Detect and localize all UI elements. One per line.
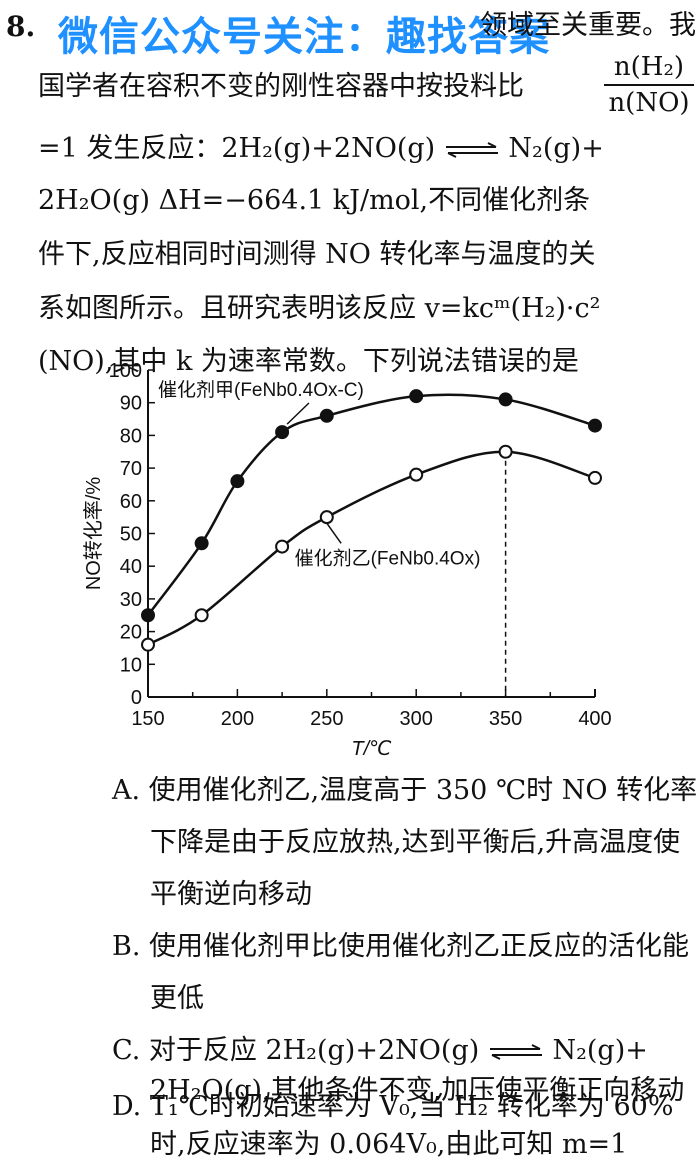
conversion-chart: 0 10 20 30 40 50 60 70 80 90 100 150 200 250 300 350 400…	[70, 355, 630, 765]
ratio-fraction: n(H₂) n(NO)	[604, 52, 694, 118]
equilibrium-arrow-icon	[445, 141, 498, 158]
y-tick-label: 10	[120, 654, 142, 676]
series-label-catalyst-a: 催化剂甲(FeNb0.4Ox-C)	[158, 379, 364, 401]
data-point-catalyst-a	[588, 418, 602, 433]
y-tick-label: 100	[109, 360, 142, 382]
y-tick-label: 50	[120, 524, 142, 546]
option-a-line-1: A. 使用催化剂乙,温度高于 350 ℃时 NO 转化率	[112, 775, 698, 806]
data-point-catalyst-a	[194, 536, 209, 551]
question-line-1-tail: 领域至关重要。我	[480, 10, 696, 41]
y-tick-label: 90	[120, 393, 142, 415]
series-label-leader	[326, 522, 342, 544]
data-point-catalyst-b	[141, 637, 155, 652]
y-tick-label: 20	[120, 622, 142, 644]
data-point-catalyst-b	[498, 444, 513, 459]
x-tick-label: 250	[310, 708, 343, 730]
series-line-catalyst-a	[146, 393, 596, 616]
equation-left: =1 发生反应：2H₂(g)+2NO(g)	[38, 133, 436, 164]
data-point-catalyst-a	[230, 474, 245, 489]
x-axis-label: T/℃	[351, 738, 392, 760]
question-line-6: 系如图所示。且研究表明该反应 v=kcᵐ(H₂)·c²	[38, 293, 601, 324]
option-c-equation-left: C. 对于反应 2H₂(g)+2NO(g)	[112, 1035, 480, 1066]
option-d-line-2: 时,反应速率为 0.064V₀,由此可知 m=1	[150, 1129, 628, 1160]
question-line-3: =1 发生反应：2H₂(g)+2NO(g) N₂(g)+	[38, 135, 604, 162]
watermark-text: 微信公众号关注：趣找答案	[58, 14, 550, 60]
option-c-line-2: 2H₂O(g),其他条件不变,加压使平衡正向移动	[150, 1075, 685, 1106]
data-point-catalyst-b	[409, 467, 424, 482]
question-number: 8.	[6, 10, 36, 43]
y-tick-label: 70	[120, 458, 142, 480]
data-point-catalyst-a	[275, 425, 290, 440]
y-tick-label: 40	[120, 556, 142, 578]
y-tick-label: 80	[120, 425, 142, 447]
question-line-5: 件下,反应相同时间测得 NO 转化率与温度的关	[38, 239, 596, 270]
data-point-catalyst-b	[319, 510, 334, 525]
x-tick-label: 400	[578, 708, 611, 730]
option-c-line-1: C. 对于反应 2H₂(g)+2NO(g) N₂(g)+	[112, 1028, 648, 1067]
fraction-denominator: n(NO)	[608, 88, 690, 118]
x-tick-label: 350	[489, 708, 522, 730]
option-b-line-2: 更低	[150, 983, 204, 1014]
question-line-7: (NO),其中 k 为速率常数。下列说法错误的是	[38, 346, 579, 377]
data-point-catalyst-b	[275, 539, 290, 554]
y-axis-label: NO转化率/%	[82, 477, 105, 591]
y-tick-label: 60	[120, 491, 142, 513]
data-point-catalyst-a	[498, 392, 513, 407]
x-tick-label: 300	[400, 708, 433, 730]
chart-svg: 0 10 20 30 40 50 60 70 80 90 100 150 200 250 300 350 400…	[82, 360, 612, 760]
x-tick-label: 150	[131, 708, 164, 730]
data-point-catalyst-a	[141, 608, 155, 623]
data-point-catalyst-b	[588, 470, 602, 485]
option-d-line-1: D. T₁℃时初始速率为 V₀,当 H₂ 转化率为 60%	[112, 1091, 674, 1122]
option-b-line-1: B. 使用催化剂甲比使用催化剂乙正反应的活化能	[112, 931, 690, 962]
x-tick-label: 200	[221, 708, 254, 730]
option-c-equation-right: N₂(g)+	[552, 1035, 648, 1066]
series-label-leader	[286, 402, 310, 425]
data-point-catalyst-a	[409, 389, 424, 404]
y-tick-label: 30	[120, 589, 142, 611]
equation-right: N₂(g)+	[508, 133, 604, 164]
equilibrium-arrow-icon	[489, 1043, 542, 1060]
series-label-catalyst-b: 催化剂乙(FeNb0.4Ox)	[295, 547, 481, 569]
y-tick-label: 0	[131, 687, 142, 709]
data-point-catalyst-a	[319, 408, 334, 423]
option-a-line-2: 下降是由于反应放热,达到平衡后,升高温度使	[150, 827, 681, 858]
fraction-numerator: n(H₂)	[604, 52, 694, 86]
option-a-line-3: 平衡逆向移动	[150, 879, 312, 910]
question-line-2: 国学者在容积不变的刚性容器中按投料比	[38, 71, 524, 102]
data-point-catalyst-b	[194, 608, 209, 623]
question-line-4: 2H₂O(g) ΔH=−664.1 kJ/mol,不同催化剂条	[38, 185, 591, 216]
